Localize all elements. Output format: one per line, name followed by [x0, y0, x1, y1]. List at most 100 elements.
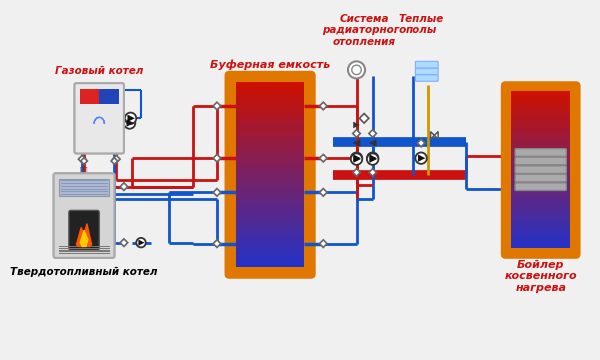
Circle shape — [125, 113, 136, 124]
Polygon shape — [431, 132, 434, 139]
Circle shape — [415, 153, 427, 164]
Bar — [236, 211, 304, 218]
Polygon shape — [353, 130, 361, 137]
Bar — [511, 112, 570, 118]
Circle shape — [124, 117, 136, 129]
Bar — [511, 170, 570, 175]
FancyBboxPatch shape — [415, 68, 438, 75]
Polygon shape — [353, 156, 361, 163]
Polygon shape — [94, 118, 104, 124]
Polygon shape — [79, 155, 86, 163]
Bar — [236, 162, 304, 168]
Bar — [236, 143, 304, 150]
Bar — [236, 150, 304, 156]
Bar — [511, 159, 570, 165]
Bar — [236, 156, 304, 162]
Bar — [511, 96, 570, 102]
Bar — [236, 100, 304, 107]
Polygon shape — [359, 113, 369, 123]
Polygon shape — [76, 224, 92, 247]
Polygon shape — [319, 154, 327, 162]
Polygon shape — [120, 239, 128, 247]
Bar — [99, 89, 119, 104]
FancyBboxPatch shape — [415, 75, 438, 81]
Bar — [511, 91, 570, 97]
Bar — [511, 196, 570, 201]
FancyBboxPatch shape — [69, 210, 99, 250]
Bar — [511, 227, 570, 233]
Bar — [236, 82, 304, 89]
FancyBboxPatch shape — [53, 174, 115, 258]
Text: Система
радиаторного
отопления: Система радиаторного отопления — [322, 14, 406, 47]
Bar — [236, 217, 304, 224]
Bar — [236, 119, 304, 125]
Bar — [511, 107, 570, 113]
Bar — [236, 236, 304, 243]
Bar — [511, 232, 570, 238]
Bar — [511, 117, 570, 123]
Bar — [511, 190, 570, 196]
Bar — [236, 125, 304, 132]
Bar — [236, 248, 304, 255]
Bar — [236, 174, 304, 181]
Circle shape — [348, 61, 365, 78]
Bar — [511, 164, 570, 170]
Polygon shape — [127, 119, 134, 127]
Polygon shape — [81, 158, 88, 164]
Text: Твердотопливный котел: Твердотопливный котел — [10, 267, 158, 278]
FancyBboxPatch shape — [501, 81, 581, 259]
Bar — [236, 186, 304, 193]
Bar — [511, 138, 570, 144]
Bar — [511, 238, 570, 243]
Polygon shape — [434, 132, 438, 139]
Polygon shape — [353, 168, 361, 176]
Circle shape — [351, 153, 362, 164]
Bar — [236, 255, 304, 261]
Bar — [511, 206, 570, 212]
Bar — [511, 149, 570, 154]
Polygon shape — [319, 189, 327, 196]
Polygon shape — [213, 102, 221, 110]
Polygon shape — [370, 154, 377, 162]
Text: Бойлер
косвенного
нагрева: Бойлер косвенного нагрева — [505, 260, 577, 293]
Bar — [80, 89, 118, 104]
Bar — [236, 193, 304, 199]
FancyBboxPatch shape — [515, 174, 566, 182]
Bar — [236, 224, 304, 230]
Polygon shape — [111, 158, 118, 164]
FancyBboxPatch shape — [74, 83, 124, 153]
Bar — [511, 143, 570, 149]
Polygon shape — [417, 139, 425, 147]
Circle shape — [351, 153, 362, 165]
Text: Теплые
полы: Теплые полы — [398, 14, 444, 35]
Polygon shape — [80, 230, 88, 247]
Polygon shape — [353, 122, 360, 128]
Bar — [80, 89, 118, 104]
Polygon shape — [369, 168, 376, 176]
Bar — [236, 94, 304, 101]
FancyBboxPatch shape — [415, 61, 438, 68]
Bar — [511, 122, 570, 128]
Polygon shape — [127, 114, 135, 122]
Bar — [511, 201, 570, 207]
Bar — [511, 133, 570, 139]
FancyBboxPatch shape — [515, 183, 566, 190]
Polygon shape — [353, 139, 361, 147]
Circle shape — [136, 238, 146, 247]
FancyBboxPatch shape — [69, 210, 99, 250]
Bar — [511, 175, 570, 180]
FancyBboxPatch shape — [515, 166, 566, 174]
Circle shape — [367, 153, 379, 165]
FancyBboxPatch shape — [74, 83, 124, 153]
Bar — [511, 222, 570, 228]
Polygon shape — [319, 240, 327, 247]
Bar — [236, 88, 304, 95]
Text: ⎓⎓: ⎓⎓ — [80, 167, 88, 174]
Bar — [236, 168, 304, 175]
Polygon shape — [319, 102, 327, 110]
FancyBboxPatch shape — [224, 71, 316, 279]
Polygon shape — [120, 183, 128, 190]
FancyBboxPatch shape — [53, 174, 115, 258]
Polygon shape — [94, 117, 104, 124]
Polygon shape — [213, 189, 221, 196]
